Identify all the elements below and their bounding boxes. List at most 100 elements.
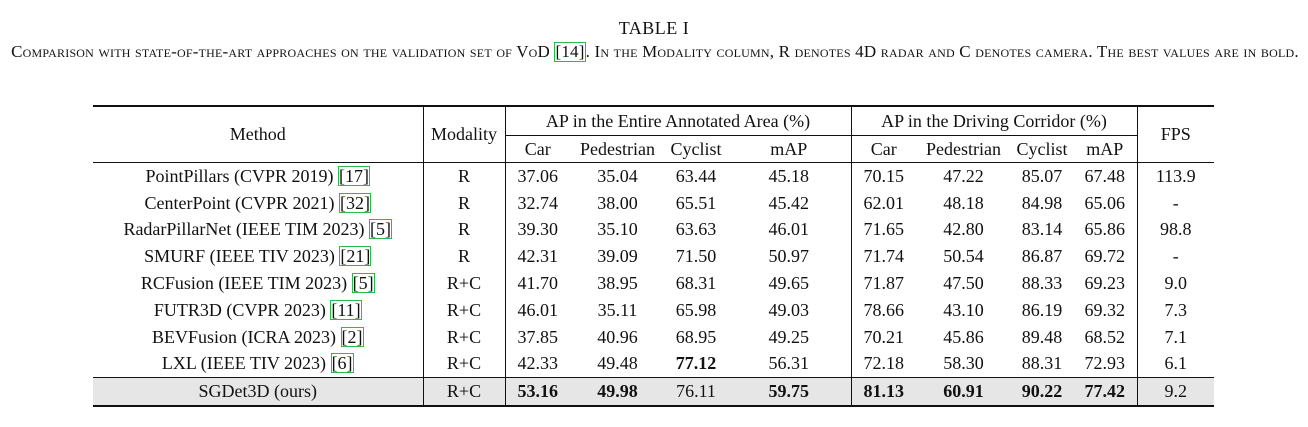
- caption-text-before-ref: Comparison with state-of-the-art approac…: [11, 42, 555, 61]
- metric-cell: 47.22: [943, 165, 984, 186]
- method-cell: PointPillars (CVPR 2019) [17]: [93, 163, 423, 190]
- header-entire-map: mAP: [727, 135, 851, 163]
- table-row: LXL (IEEE TIV 2023) [6] R+C 42.33 49.48 77.1…: [93, 350, 1214, 378]
- metric-cell: 32.74: [504, 189, 570, 217]
- table-row: BEVFusion (ICRA 2023) [2] R+C 37.85 40.96 68…: [93, 323, 1214, 351]
- metric-cell: 88.33: [1021, 273, 1063, 294]
- fps-cell: 9.0: [1136, 270, 1214, 297]
- method-citation-link[interactable]: [5]: [351, 273, 375, 294]
- metric-cell: 49.98: [570, 377, 665, 408]
- metric-cell: 77.12: [675, 353, 717, 374]
- method-cell: BEVFusion (ICRA 2023) [2]: [93, 324, 423, 351]
- metric-cell: 56.31: [768, 353, 810, 374]
- metric-cell: 68.31: [675, 273, 717, 294]
- metric-cell: 78.66: [850, 296, 916, 324]
- method-citation-link[interactable]: [2]: [340, 326, 364, 347]
- metric-cell: 37.06: [504, 162, 570, 190]
- header-group-entire-area: AP in the Entire Annotated Area (%): [504, 107, 851, 136]
- table-row: PointPillars (CVPR 2019) [17] R 37.06 35.04…: [93, 162, 1214, 190]
- method-citation-link[interactable]: [5]: [369, 219, 393, 240]
- caption-citation-link[interactable]: [14]: [554, 42, 586, 62]
- metric-cell: 60.91: [916, 377, 1011, 408]
- metric-cell: 43.10: [943, 299, 984, 320]
- metric-cell: 88.31: [1021, 353, 1063, 374]
- header-group-driving-corridor: AP in the Driving Corridor (%): [850, 107, 1137, 136]
- metric-cell: 46.01: [768, 219, 810, 240]
- method-citation-link[interactable]: [6]: [330, 353, 354, 374]
- table-caption-text: Comparison with state-of-the-art approac…: [10, 40, 1300, 63]
- table-caption-title: TABLE I: [618, 18, 690, 38]
- modality-cell: R+C: [422, 350, 505, 378]
- modality-cell: R: [422, 189, 505, 217]
- metric-cell: 45.42: [768, 192, 810, 213]
- method-cell: FUTR3D (CVPR 2023) [11]: [93, 297, 423, 324]
- modality-cell: R+C: [422, 270, 505, 297]
- method-name: CenterPoint (CVPR 2021): [144, 192, 339, 213]
- metric-cell: 71.74: [850, 243, 916, 271]
- fps-cell: -: [1136, 243, 1214, 271]
- metric-cell: 42.80: [943, 219, 984, 240]
- method-citation-link[interactable]: [21]: [339, 246, 372, 267]
- metric-cell: 90.22: [1011, 377, 1073, 408]
- metric-cell: 65.51: [675, 192, 717, 213]
- table-row-ours: SGDet3D (ours) R+C 53.16 49.98 76.11 59.75 81.…: [93, 377, 1214, 408]
- metric-cell: 40.96: [597, 326, 638, 347]
- metric-cell: 35.10: [597, 219, 638, 240]
- method-cell: SGDet3D (ours): [93, 377, 423, 408]
- table-row: FUTR3D (CVPR 2023) [11] R+C 46.01 35.11 65.9…: [93, 296, 1214, 324]
- method-name: BEVFusion (ICRA 2023): [151, 326, 341, 347]
- modality-cell: R: [422, 243, 505, 271]
- metric-cell: 70.15: [850, 162, 916, 190]
- table-row: RCFusion (IEEE TIM 2023) [5] R+C 41.70 38.9…: [93, 270, 1214, 297]
- modality-cell: R+C: [422, 323, 505, 351]
- modality-cell: R: [422, 162, 505, 190]
- metric-cell: 35.11: [597, 299, 638, 320]
- metric-cell: 84.98: [1021, 192, 1063, 213]
- method-name: LXL (IEEE TIV 2023): [161, 353, 331, 374]
- method-name: PointPillars (CVPR 2019): [145, 165, 339, 186]
- metric-cell: 68.52: [1084, 326, 1126, 347]
- metric-cell: 63.63: [675, 219, 717, 240]
- method-citation-link[interactable]: [17]: [338, 165, 371, 186]
- method-citation-link[interactable]: [32]: [339, 192, 371, 213]
- metric-cell: 41.70: [504, 270, 570, 297]
- method-citation-link[interactable]: [11]: [330, 299, 362, 320]
- metric-cell: 45.18: [768, 165, 810, 186]
- metric-cell: 85.07: [1021, 165, 1063, 186]
- fps-cell: -: [1136, 189, 1214, 217]
- metric-cell: 48.18: [943, 192, 984, 213]
- fps-cell: 113.9: [1136, 162, 1214, 190]
- modality-cell: R: [422, 216, 505, 244]
- header-corridor-car: Car: [850, 135, 916, 163]
- header-fps: FPS: [1136, 107, 1214, 163]
- metric-cell: 69.23: [1084, 273, 1126, 294]
- metric-cell: 37.85: [504, 323, 570, 351]
- metric-cell: 58.30: [943, 353, 984, 374]
- metric-cell: 50.54: [943, 246, 984, 267]
- metric-cell: 53.16: [504, 377, 570, 408]
- metric-cell: 71.87: [850, 270, 916, 297]
- metric-cell: 77.42: [1073, 377, 1137, 408]
- modality-cell: R+C: [422, 296, 505, 324]
- header-entire-car: Car: [504, 135, 570, 163]
- header-entire-cyclist: Cyclist: [665, 135, 727, 163]
- metric-cell: 49.03: [768, 299, 810, 320]
- method-name: RCFusion (IEEE TIM 2023): [140, 273, 352, 294]
- metric-cell: 38.95: [597, 273, 638, 294]
- metric-cell: 86.87: [1021, 246, 1063, 267]
- metric-cell: 65.98: [675, 299, 717, 320]
- metric-cell: 46.01: [504, 296, 570, 324]
- metric-cell: 70.21: [850, 323, 916, 351]
- metric-cell: 69.72: [1084, 246, 1126, 267]
- metric-cell: 39.09: [597, 246, 638, 267]
- metric-cell: 49.48: [597, 353, 638, 374]
- method-cell: RCFusion (IEEE TIM 2023) [5]: [93, 270, 423, 297]
- header-corridor-cyclist: Cyclist: [1011, 135, 1073, 163]
- header-row-metrics: Car Pedestrian Cyclist mAP Car Pedestria…: [93, 135, 1214, 163]
- metric-cell: 39.30: [504, 216, 570, 244]
- header-modality: Modality: [422, 107, 505, 163]
- method-name: SMURF (IEEE TIV 2023): [144, 246, 340, 267]
- caption-text-after-ref: . In the Modality column, R denotes 4D r…: [585, 42, 1299, 61]
- metric-cell: 63.44: [675, 165, 717, 186]
- table-row: SMURF (IEEE TIV 2023) [21] R 42.31 39.09 71.…: [93, 243, 1214, 271]
